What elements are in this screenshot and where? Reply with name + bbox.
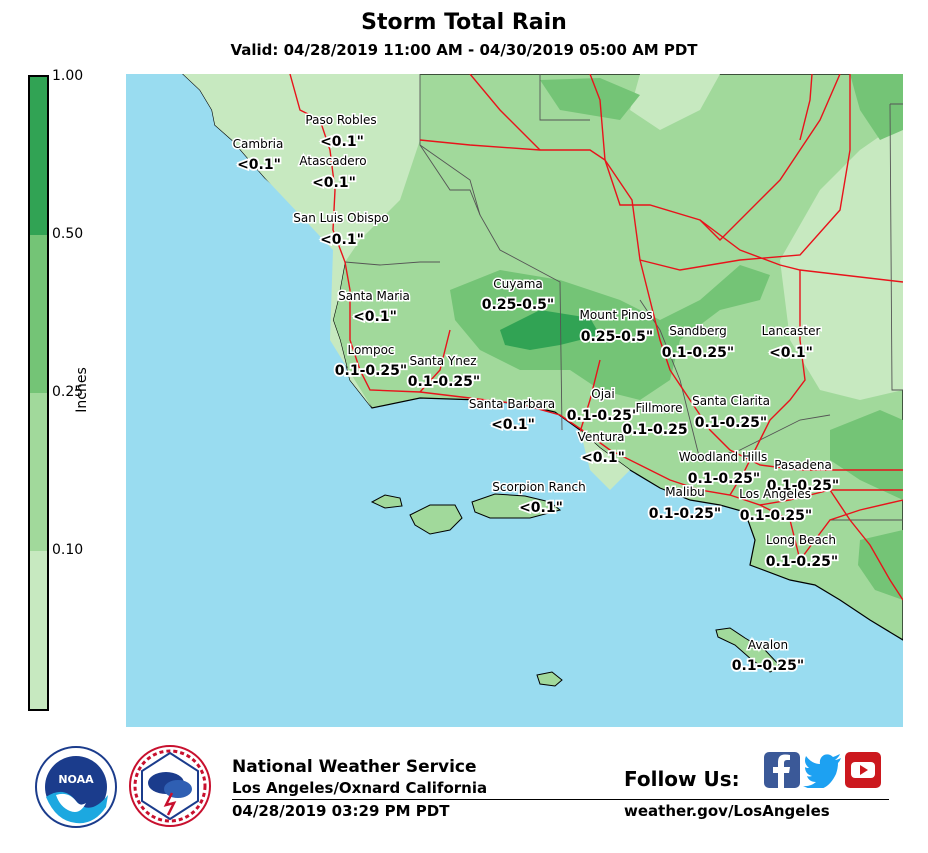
rain-value: 0.1-0.25" bbox=[567, 408, 639, 424]
rain-value: 0.1-0.25" bbox=[408, 374, 480, 390]
rain-value: <0.1" bbox=[320, 134, 364, 150]
colorbar-band-1 bbox=[30, 77, 47, 235]
colorbar bbox=[28, 75, 49, 711]
city-label: Santa Maria bbox=[338, 289, 410, 303]
rain-map[interactable]: Paso Robles <0.1" Cambria <0.1" Atascade… bbox=[126, 74, 903, 727]
noaa-logo: NOAA bbox=[34, 745, 118, 829]
colorbar-tick: 0.50 bbox=[52, 226, 84, 242]
rain-value: 0.1-0.25" bbox=[766, 554, 838, 570]
rain-value: 0.1-0.25" bbox=[335, 363, 407, 379]
city-label: Lompoc bbox=[347, 343, 394, 357]
city-label: San Luis Obispo bbox=[293, 211, 388, 225]
colorbar-label: Inches bbox=[74, 367, 90, 413]
map-canvas: Paso Robles <0.1" Cambria <0.1" Atascade… bbox=[126, 74, 903, 727]
city-label: Cuyama bbox=[493, 277, 542, 291]
rain-value: 0.1-0.25" bbox=[695, 415, 767, 431]
city-label: Long Beach bbox=[766, 533, 836, 547]
city-label: Santa Ynez bbox=[409, 354, 476, 368]
rain-value: 0.25-0.5" bbox=[581, 329, 653, 345]
city-label: Cambria bbox=[233, 137, 284, 151]
island bbox=[409, 504, 463, 535]
city-label: Scorpion Ranch bbox=[492, 480, 585, 494]
footer-divider bbox=[232, 799, 889, 800]
twitter-icon[interactable] bbox=[803, 752, 841, 790]
svg-text:NOAA: NOAA bbox=[58, 773, 94, 786]
highways bbox=[289, 74, 903, 601]
rain-value: <0.1" bbox=[519, 500, 563, 516]
agency-name: National Weather Service bbox=[232, 757, 477, 777]
colorbar-tick: 0.25 bbox=[52, 384, 84, 400]
city-label: Avalon bbox=[748, 638, 788, 652]
rain-value: 0.1-0.25" bbox=[732, 658, 804, 674]
city-label: Sandberg bbox=[669, 324, 727, 338]
island bbox=[471, 493, 562, 519]
rain-value: 0.1-0.25" bbox=[662, 345, 734, 361]
island bbox=[715, 627, 783, 673]
location-labels: Paso Robles <0.1" Cambria <0.1" Atascade… bbox=[231, 112, 841, 676]
nws-logo bbox=[128, 743, 212, 829]
colorbar-tick: 1.00 bbox=[52, 68, 84, 84]
island bbox=[370, 494, 403, 509]
rain-value: 0.25-0.5" bbox=[482, 297, 554, 313]
follow-us-label: Follow Us: bbox=[624, 767, 740, 791]
rain-value: <0.1" bbox=[353, 309, 397, 325]
rain-zone-light bbox=[780, 120, 903, 400]
city-label: Atascadero bbox=[299, 154, 366, 168]
rain-value: 0.1-0.25" bbox=[649, 506, 721, 522]
valid-period: Valid: 04/28/2019 11:00 AM - 04/30/2019 … bbox=[230, 41, 698, 59]
rain-zone-light bbox=[580, 430, 630, 490]
office-name: Los Angeles/Oxnard California bbox=[232, 779, 488, 797]
youtube-icon[interactable] bbox=[845, 752, 881, 788]
city-label: Los Angeles bbox=[739, 487, 811, 501]
rain-value: 0.1-0.25 bbox=[622, 422, 687, 438]
city-label: Lancaster bbox=[762, 324, 821, 338]
rain-zone-medium bbox=[830, 410, 903, 500]
rain-value: 0.1-0.25" bbox=[767, 478, 839, 494]
rain-value: <0.1" bbox=[769, 345, 813, 361]
rain-value: <0.1" bbox=[237, 157, 281, 173]
rain-value: 0.1-0.25" bbox=[688, 471, 760, 487]
colorbar-band-4 bbox=[30, 551, 47, 709]
city-label: Mount Pinos bbox=[580, 308, 653, 322]
rain-value: 0.1-0.25" bbox=[740, 508, 812, 524]
colorbar-tick: 0.10 bbox=[52, 542, 84, 558]
city-label: Woodland Hills bbox=[679, 450, 767, 464]
rain-zone-light bbox=[183, 74, 420, 408]
city-label: Santa Barbara bbox=[469, 397, 555, 411]
website-link[interactable]: weather.gov/LosAngeles bbox=[624, 802, 830, 820]
rain-zone-heavy bbox=[500, 310, 600, 350]
rain-value: <0.1" bbox=[312, 175, 356, 191]
colorbar-band-3 bbox=[30, 393, 47, 551]
rain-value: <0.1" bbox=[320, 232, 364, 248]
city-label: Pasadena bbox=[774, 458, 832, 472]
rain-zone-medium bbox=[450, 265, 770, 400]
rain-zone-light bbox=[630, 74, 720, 130]
facebook-icon[interactable] bbox=[764, 752, 800, 788]
map-title: Storm Total Rain bbox=[361, 10, 567, 35]
city-label: Ojai bbox=[591, 387, 614, 401]
island bbox=[536, 671, 563, 687]
issued-time: 04/28/2019 03:29 PM PDT bbox=[232, 802, 450, 820]
rain-zone-medium bbox=[540, 78, 640, 120]
city-label: Ventura bbox=[578, 430, 625, 444]
city-label: Malibu bbox=[665, 485, 705, 499]
county-lines bbox=[344, 74, 903, 521]
colorbar-band-2 bbox=[30, 235, 47, 393]
rain-value: <0.1" bbox=[491, 417, 535, 433]
city-label: Paso Robles bbox=[305, 113, 376, 127]
rain-value: <0.1" bbox=[581, 450, 625, 466]
city-label: Santa Clarita bbox=[692, 394, 770, 408]
city-label: Fillmore bbox=[635, 401, 682, 415]
